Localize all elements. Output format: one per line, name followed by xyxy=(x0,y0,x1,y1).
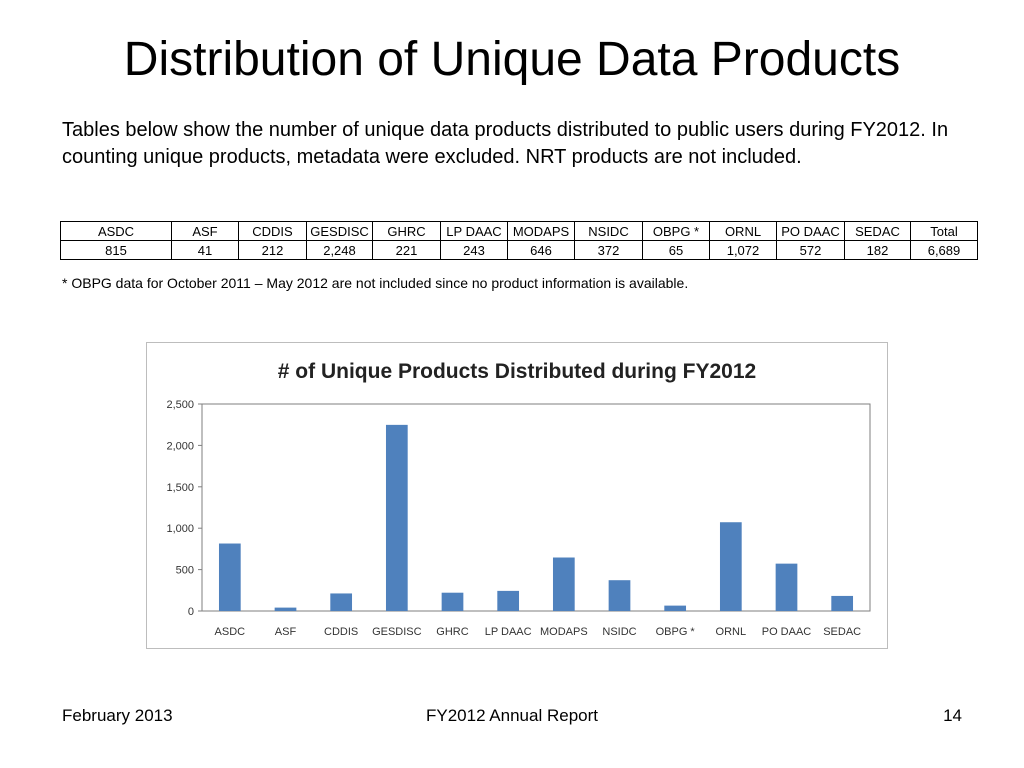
bar-asf xyxy=(274,607,297,611)
bar-obpg xyxy=(664,605,687,611)
y-tick-label: 1,000 xyxy=(166,523,194,535)
table-cell: 243 xyxy=(440,240,508,260)
table-header-cell: GESDISC xyxy=(306,221,373,241)
table-cell: 41 xyxy=(171,240,239,260)
table-cell: 1,072 xyxy=(709,240,777,260)
table-cell: 65 xyxy=(642,240,710,260)
plot-area xyxy=(201,403,871,612)
table-cell: 182 xyxy=(844,240,911,260)
table-cell: 572 xyxy=(776,240,845,260)
table-header-row: ASDC ASF CDDIS GESDISC GHRC LP DAAC MODA… xyxy=(60,221,978,241)
table-header-cell: MODAPS xyxy=(507,221,575,241)
x-axis: ASDC ASF CDDIS GESDISC GHRC LP DAAC MODAPS NSID… xyxy=(215,626,862,638)
chart-frame: # of Unique Products Distributed during … xyxy=(146,342,888,649)
x-tick-label: ASDC xyxy=(215,626,246,638)
bar-asdc xyxy=(218,543,241,611)
table-header-cell: CDDIS xyxy=(238,221,307,241)
bar-lp-daac xyxy=(497,590,520,611)
bar-cddis xyxy=(330,593,353,611)
footer-report-title: FY2012 Annual Report xyxy=(425,706,598,725)
x-tick-label: MODAPS xyxy=(540,626,588,638)
bar-modaps xyxy=(552,557,575,611)
table-header-cell: PO DAAC xyxy=(776,221,845,241)
y-tick-label: 2,000 xyxy=(166,440,194,452)
table-header-cell: ASF xyxy=(171,221,239,241)
x-tick-label: CDDIS xyxy=(324,626,358,638)
x-tick-label: ASF xyxy=(275,626,297,638)
table-header-cell: SEDAC xyxy=(844,221,911,241)
table-cell: 646 xyxy=(507,240,575,260)
x-tick-label: GHRC xyxy=(436,626,468,638)
y-tick-label: 1,500 xyxy=(166,482,194,494)
intro-paragraph: Tables below show the number of unique d… xyxy=(62,119,949,168)
table-footnote: * OBPG data for October 2011 – May 2012 … xyxy=(62,275,689,291)
footer-page-number: 14 xyxy=(943,706,962,725)
x-tick-label: SEDAC xyxy=(823,626,861,638)
y-tick-label: 0 xyxy=(188,606,194,618)
x-tick-label: NSIDC xyxy=(602,626,636,638)
table-cell: 212 xyxy=(238,240,307,260)
x-tick-label: OBPG * xyxy=(656,626,696,638)
table-cell: 2,248 xyxy=(306,240,373,260)
slide-title: Distribution of Unique Data Products xyxy=(123,33,901,86)
x-tick-label: ORNL xyxy=(716,626,747,638)
y-tick-label: 2,500 xyxy=(166,399,194,411)
bar-chart: # of Unique Products Distributed during … xyxy=(166,360,871,638)
y-axis: 0 500 1,000 1,500 2,000 2,500 xyxy=(166,399,202,618)
table-cell: 372 xyxy=(574,240,643,260)
bar-ghrc xyxy=(441,592,464,611)
x-tick-label: PO DAAC xyxy=(762,626,812,638)
x-tick-label: GESDISC xyxy=(372,626,422,638)
table-header-cell: Total xyxy=(910,221,978,241)
table-header-cell: ORNL xyxy=(709,221,777,241)
bar-nsidc xyxy=(608,580,631,611)
table-cell: 221 xyxy=(372,240,441,260)
table-header-cell: ASDC xyxy=(60,221,172,241)
y-tick-label: 500 xyxy=(176,565,194,577)
table-header-cell: OBPG * xyxy=(642,221,710,241)
distribution-table: ASDC ASF CDDIS GESDISC GHRC LP DAAC MODA… xyxy=(60,221,978,260)
bar-ornl xyxy=(719,522,742,611)
table-value-row: 815 41 212 2,248 221 243 646 372 65 1,07… xyxy=(60,240,978,260)
bar-sedac xyxy=(831,595,854,611)
table-header-cell: LP DAAC xyxy=(440,221,508,241)
table-header-cell: GHRC xyxy=(372,221,441,241)
bar-gesdisc xyxy=(385,424,408,611)
footer-date: February 2013 xyxy=(62,706,173,725)
chart-title: # of Unique Products Distributed during … xyxy=(278,360,756,383)
table-header-cell: NSIDC xyxy=(574,221,643,241)
bar-po-daac xyxy=(775,563,798,611)
bars xyxy=(218,424,854,611)
table-cell: 6,689 xyxy=(910,240,978,260)
x-tick-label: LP DAAC xyxy=(485,626,532,638)
table-cell: 815 xyxy=(60,240,172,260)
